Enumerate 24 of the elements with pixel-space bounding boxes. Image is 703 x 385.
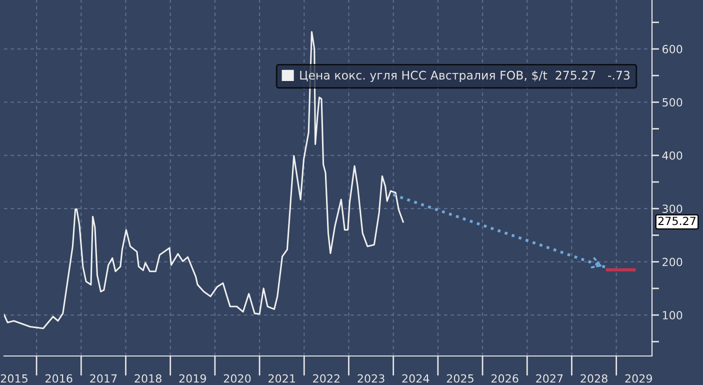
y-tick-label: 200: [662, 258, 682, 266]
x-tick-label: 2018: [134, 374, 162, 383]
y-tick-label: 500: [662, 98, 682, 107]
x-tick-label: 2023: [358, 374, 384, 383]
x-tick-label: 2020: [224, 374, 251, 383]
x-tick-label: 2021: [268, 374, 295, 383]
x-tick-label: 2029: [625, 374, 652, 383]
text: 275.27: [658, 216, 696, 226]
y-tick-label: 300: [662, 204, 682, 213]
x-tick-label: 2025: [446, 374, 474, 383]
y-tick-label: 100: [662, 311, 682, 320]
y-tick-label: 400: [662, 151, 682, 160]
x-tick-label: 2022: [313, 374, 340, 383]
x-tick-label: 2027: [536, 374, 563, 383]
x-tick-label: 2019: [179, 374, 206, 383]
x-tick-label: 2028: [580, 374, 608, 383]
x-tick-label: 2024: [402, 374, 430, 383]
y-tick-label: 600: [662, 44, 682, 54]
x-tick-label: 2017: [90, 374, 117, 383]
legend-label: Цена кокс. угля HCC Австралия FOB, $/t 275.27 -.73: [300, 70, 630, 82]
x-tick-label: 2026: [492, 374, 518, 383]
x-tick-label: 2016: [46, 374, 72, 383]
line-series: [4, 31, 404, 330]
x-tick-label: 2015: [0, 374, 28, 383]
